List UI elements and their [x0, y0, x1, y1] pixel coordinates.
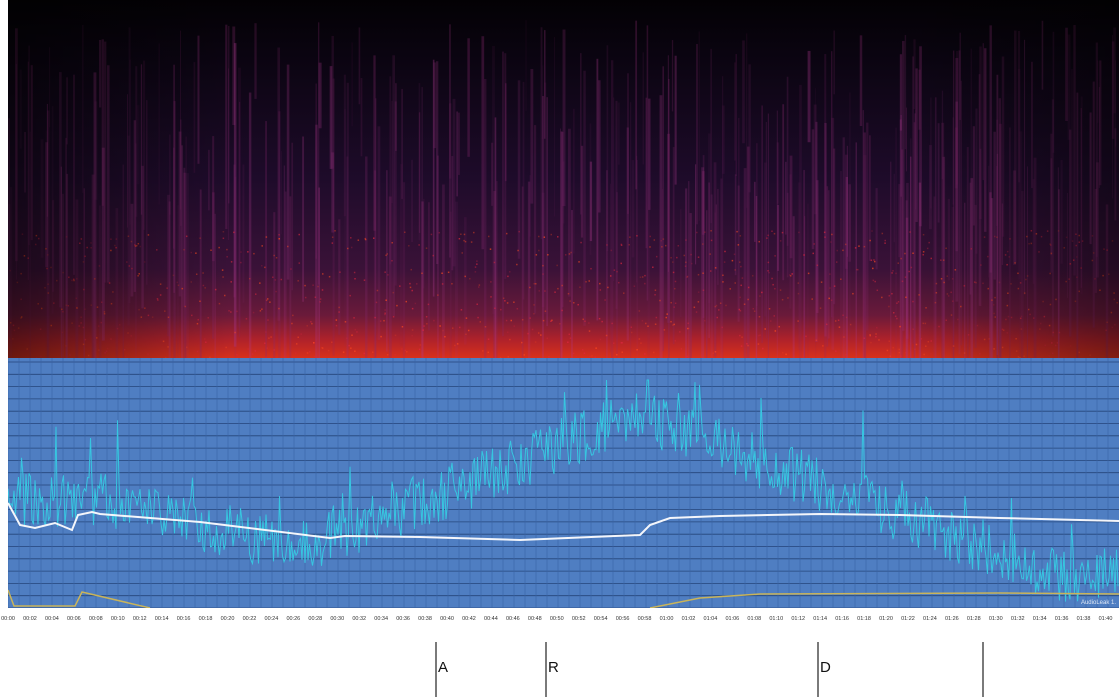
time-label: 00:00 [1, 616, 15, 622]
time-label: 00:26 [286, 616, 300, 622]
time-label: 00:10 [111, 616, 125, 622]
time-label: 01:08 [747, 616, 761, 622]
time-label: 01:02 [682, 616, 696, 622]
time-label: 01:30 [989, 616, 1003, 622]
time-label: 01:32 [1011, 616, 1025, 622]
time-label: 00:18 [199, 616, 213, 622]
time-label: 00:40 [440, 616, 454, 622]
time-label: 00:22 [243, 616, 257, 622]
plot-background [8, 358, 1119, 608]
time-label: 00:36 [396, 616, 410, 622]
time-label: 00:46 [506, 616, 520, 622]
level-plot [8, 358, 1119, 608]
time-label: 01:04 [704, 616, 718, 622]
time-label: 01:36 [1055, 616, 1069, 622]
time-label: 00:08 [89, 616, 103, 622]
time-label: 00:04 [45, 616, 59, 622]
time-label: 01:12 [791, 616, 805, 622]
time-label: 00:16 [177, 616, 191, 622]
time-label: 00:56 [616, 616, 630, 622]
time-label: 00:50 [550, 616, 564, 622]
time-label: 01:10 [769, 616, 783, 622]
time-label: 01:28 [967, 616, 981, 622]
time-label: 00:38 [418, 616, 432, 622]
time-label: 00:30 [330, 616, 344, 622]
marker-label: A [438, 659, 448, 676]
time-label: 00:12 [133, 616, 147, 622]
time-label: 00:14 [155, 616, 169, 622]
time-label: 00:32 [352, 616, 366, 622]
envelope-trace [8, 589, 1119, 608]
time-label: 01:22 [901, 616, 915, 622]
marker-label: R [548, 659, 559, 676]
time-label: 01:16 [835, 616, 849, 622]
time-label: 00:28 [308, 616, 322, 622]
time-label: 01:34 [1033, 616, 1047, 622]
time-label: 00:48 [528, 616, 542, 622]
time-label: 01:20 [879, 616, 893, 622]
spectral-shade [8, 0, 1119, 358]
time-label: 00:34 [374, 616, 388, 622]
time-label: 01:18 [857, 616, 871, 622]
time-label: 00:54 [594, 616, 608, 622]
time-label: 00:52 [572, 616, 586, 622]
time-label: 00:42 [462, 616, 476, 622]
time-label: 00:02 [23, 616, 37, 622]
average-trace [8, 502, 1119, 542]
marker-label: D [820, 659, 831, 676]
time-label: 01:40 [1099, 616, 1113, 622]
time-label: 01:24 [923, 616, 937, 622]
time-label: 00:06 [67, 616, 81, 622]
time-label: 01:26 [945, 616, 959, 622]
time-label: 00:20 [221, 616, 235, 622]
time-label: 01:14 [813, 616, 827, 622]
time-label: 01:38 [1077, 616, 1091, 622]
time-label: 00:44 [484, 616, 498, 622]
time-label: 00:24 [265, 616, 279, 622]
watermark: AudioLeak 1. [1081, 600, 1116, 606]
time-label: 01:00 [660, 616, 674, 622]
time-label: 01:06 [725, 616, 739, 622]
spectrogram [8, 0, 1119, 358]
time-label: 00:58 [638, 616, 652, 622]
level-trace [8, 379, 1119, 602]
